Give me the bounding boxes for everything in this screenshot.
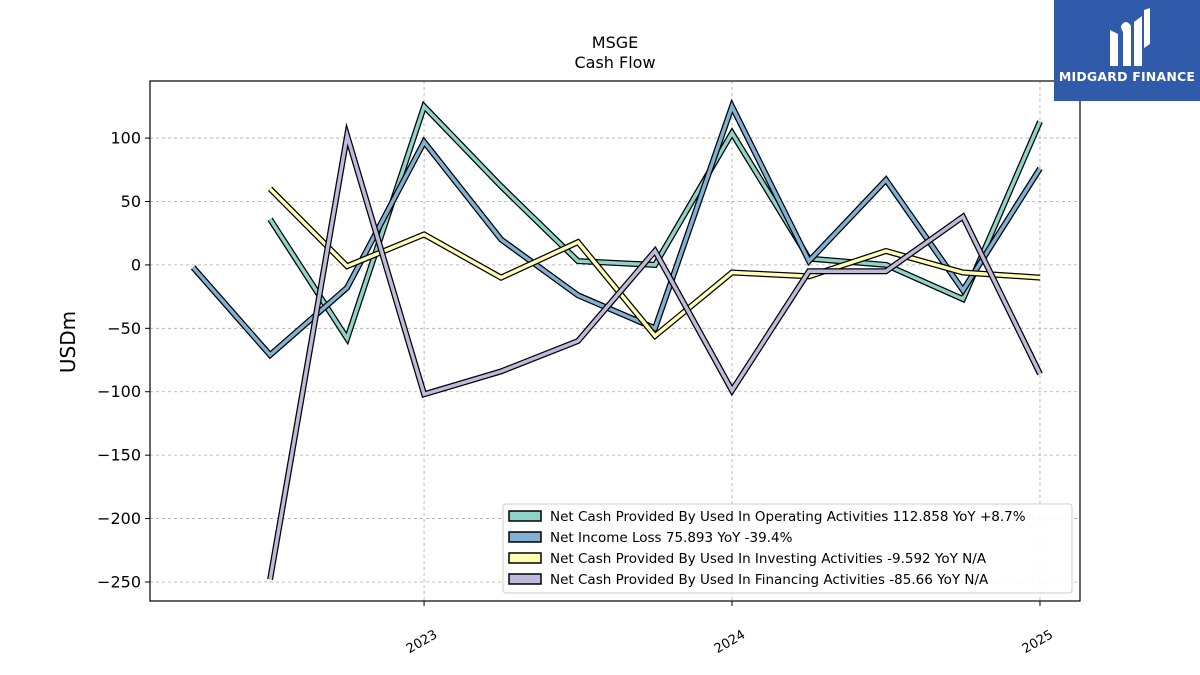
legend-swatch bbox=[508, 573, 542, 585]
legend-label: Net Cash Provided By Used In Operating A… bbox=[550, 509, 1026, 525]
legend: Net Cash Provided By Used In Operating A… bbox=[502, 503, 1073, 594]
series-line bbox=[268, 187, 1041, 339]
y-tick-label: 50 bbox=[121, 192, 141, 211]
legend-label: Net Cash Provided By Used In Financing A… bbox=[550, 572, 989, 588]
legend-swatch bbox=[508, 552, 542, 564]
y-tick-label: −100 bbox=[97, 382, 141, 401]
series-1 bbox=[267, 100, 1043, 346]
series-line bbox=[268, 127, 1042, 580]
logo-text: MIDGARD FINANCE bbox=[1058, 69, 1196, 84]
series-2 bbox=[190, 98, 1043, 360]
legend-item: Net Cash Provided By Used In Operating A… bbox=[508, 509, 1026, 525]
plot-frame bbox=[149, 80, 1081, 602]
midgard-finance-logo: MIDGARD FINANCE bbox=[1054, 0, 1200, 101]
legend-label: Net Income Loss 75.893 YoY -39.4% bbox=[550, 530, 793, 546]
x-tick-label: 2024 bbox=[712, 627, 748, 657]
chart-subtitle: Cash Flow bbox=[574, 53, 655, 72]
midgard-logo-icon bbox=[1110, 8, 1150, 66]
y-tick-label: −150 bbox=[97, 446, 141, 465]
y-tick-label: −50 bbox=[107, 319, 141, 338]
x-axis-ticks: 2023 2024 2025 bbox=[404, 601, 1056, 657]
y-axis-label: USDm bbox=[56, 311, 80, 373]
legend-label: Net Cash Provided By Used In Investing A… bbox=[550, 551, 987, 567]
series-line-outline bbox=[190, 98, 1043, 360]
legend-swatch bbox=[508, 510, 542, 522]
x-tick-label: 2025 bbox=[1020, 627, 1056, 657]
series-lines bbox=[190, 98, 1043, 580]
series-4 bbox=[267, 122, 1043, 580]
legend-item: Net Cash Provided By Used In Investing A… bbox=[508, 551, 987, 567]
y-axis-ticks: 100 50 0 −50 −100 −150 −200 −250 bbox=[97, 129, 150, 591]
legend-swatch bbox=[508, 531, 542, 543]
y-tick-label: −250 bbox=[97, 572, 141, 591]
legend-item: Net Income Loss 75.893 YoY -39.4% bbox=[508, 530, 793, 546]
y-tick-label: −200 bbox=[97, 509, 141, 528]
y-tick-label: 100 bbox=[110, 129, 141, 148]
y-tick-label: 0 bbox=[131, 255, 141, 274]
chart-title: MSGE bbox=[592, 33, 638, 52]
series-line bbox=[268, 103, 1042, 343]
series-line bbox=[191, 101, 1042, 358]
legend-box bbox=[502, 503, 1073, 594]
series-3 bbox=[267, 186, 1041, 341]
legend-item: Net Cash Provided By Used In Financing A… bbox=[508, 572, 989, 588]
x-tick-label: 2023 bbox=[404, 627, 440, 657]
